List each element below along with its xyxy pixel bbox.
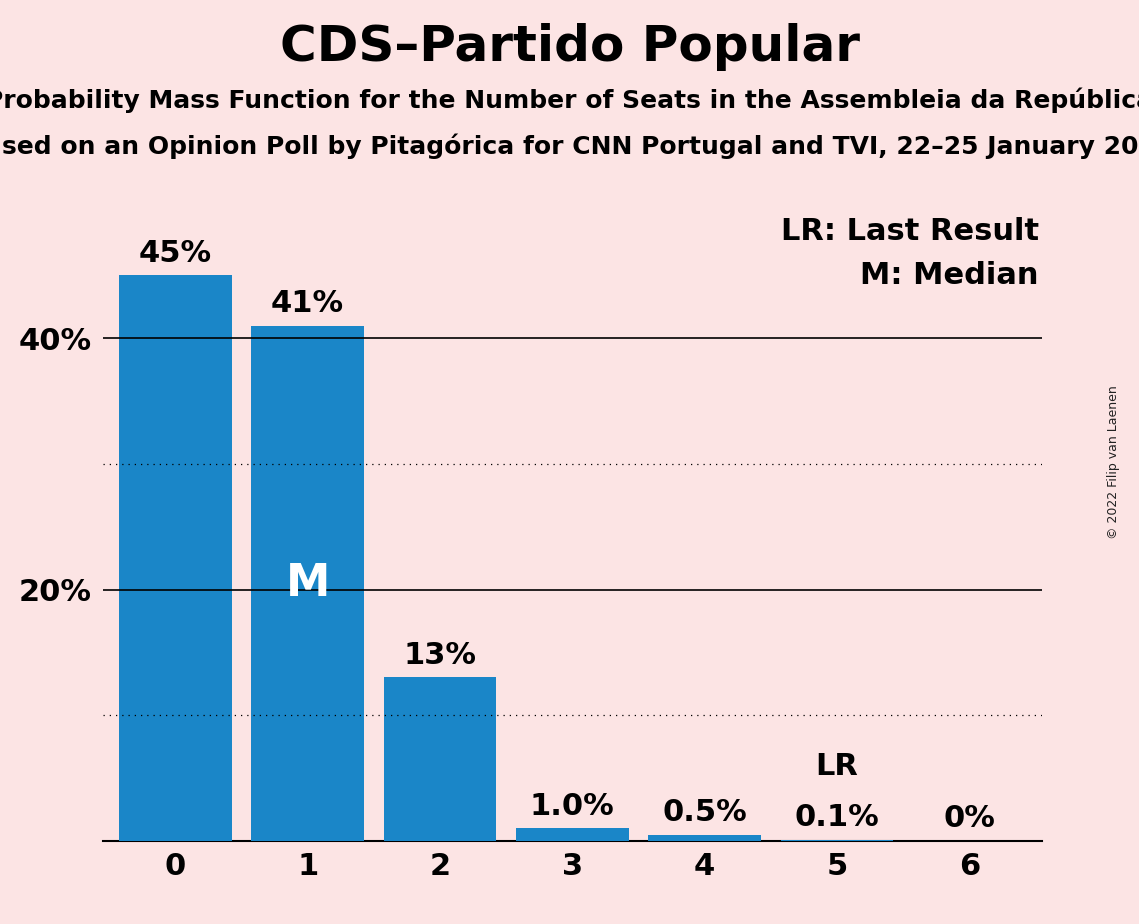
Bar	[648, 834, 761, 841]
Bar	[252, 325, 363, 841]
Text: CDS–Partido Popular: CDS–Partido Popular	[279, 23, 860, 71]
Text: 1.0%: 1.0%	[530, 792, 615, 821]
Text: M: Median: M: Median	[860, 261, 1039, 289]
Text: Based on an Opinion Poll by Pitagórica for CNN Portugal and TVI, 22–25 January 2: Based on an Opinion Poll by Pitagórica f…	[0, 134, 1139, 160]
Text: LR: Last Result: LR: Last Result	[780, 217, 1039, 246]
Bar	[120, 275, 231, 841]
Text: © 2022 Filip van Laenen: © 2022 Filip van Laenen	[1107, 385, 1121, 539]
Text: M: M	[286, 562, 330, 604]
Bar	[516, 828, 629, 841]
Bar	[384, 677, 497, 841]
Text: 13%: 13%	[403, 641, 476, 670]
Text: 0%: 0%	[943, 804, 995, 833]
Text: 0.5%: 0.5%	[662, 798, 747, 827]
Bar	[781, 840, 893, 841]
Text: 41%: 41%	[271, 289, 344, 318]
Text: 0.1%: 0.1%	[795, 803, 879, 832]
Text: 45%: 45%	[139, 238, 212, 268]
Text: Probability Mass Function for the Number of Seats in the Assembleia da República: Probability Mass Function for the Number…	[0, 88, 1139, 114]
Text: LR: LR	[816, 751, 859, 781]
